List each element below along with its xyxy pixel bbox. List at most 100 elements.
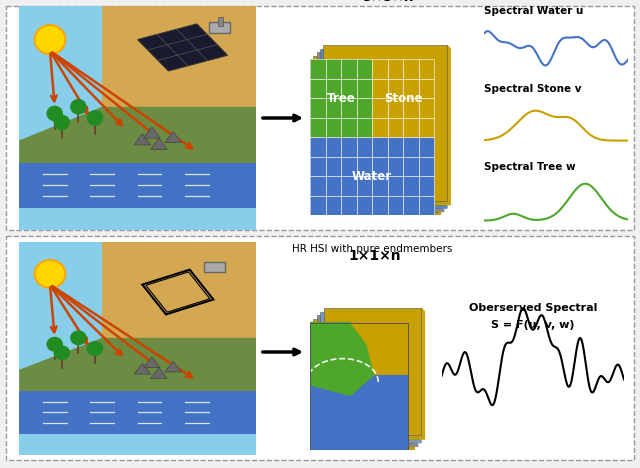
Polygon shape <box>421 308 424 439</box>
Polygon shape <box>320 205 447 208</box>
FancyBboxPatch shape <box>356 196 372 215</box>
Polygon shape <box>434 59 437 219</box>
FancyBboxPatch shape <box>372 156 387 176</box>
FancyBboxPatch shape <box>403 176 419 196</box>
Polygon shape <box>411 319 414 450</box>
Polygon shape <box>408 322 411 453</box>
Text: 8×8×n: 8×8×n <box>361 0 414 4</box>
FancyBboxPatch shape <box>341 79 356 98</box>
FancyBboxPatch shape <box>419 176 434 196</box>
FancyBboxPatch shape <box>387 79 403 98</box>
FancyBboxPatch shape <box>372 117 387 137</box>
Text: Spectral Water u: Spectral Water u <box>484 6 584 15</box>
FancyBboxPatch shape <box>419 196 434 215</box>
FancyBboxPatch shape <box>419 98 434 117</box>
Circle shape <box>35 25 65 54</box>
FancyBboxPatch shape <box>310 59 326 79</box>
Bar <box>209 22 230 33</box>
FancyBboxPatch shape <box>341 59 356 79</box>
Circle shape <box>47 337 63 351</box>
Polygon shape <box>317 208 444 212</box>
Polygon shape <box>165 361 181 372</box>
Polygon shape <box>447 45 451 205</box>
FancyBboxPatch shape <box>317 315 414 443</box>
FancyBboxPatch shape <box>356 176 372 196</box>
FancyBboxPatch shape <box>341 137 356 156</box>
FancyBboxPatch shape <box>387 98 403 117</box>
FancyBboxPatch shape <box>419 79 434 98</box>
Polygon shape <box>310 450 411 453</box>
FancyBboxPatch shape <box>356 137 372 156</box>
FancyBboxPatch shape <box>356 59 372 79</box>
Circle shape <box>86 110 103 126</box>
FancyBboxPatch shape <box>403 98 419 117</box>
FancyBboxPatch shape <box>372 137 387 156</box>
FancyBboxPatch shape <box>356 117 372 137</box>
Polygon shape <box>134 134 150 145</box>
FancyBboxPatch shape <box>403 156 419 176</box>
Polygon shape <box>19 107 256 208</box>
FancyBboxPatch shape <box>341 196 356 215</box>
FancyBboxPatch shape <box>320 49 444 205</box>
Polygon shape <box>102 6 256 107</box>
FancyBboxPatch shape <box>403 196 419 215</box>
FancyBboxPatch shape <box>326 79 341 98</box>
Text: Spectral Stone v: Spectral Stone v <box>484 84 582 94</box>
Polygon shape <box>143 127 160 138</box>
FancyBboxPatch shape <box>310 196 326 215</box>
Polygon shape <box>138 24 228 71</box>
Polygon shape <box>320 439 421 443</box>
Polygon shape <box>165 132 181 143</box>
Polygon shape <box>19 163 256 208</box>
FancyBboxPatch shape <box>387 196 403 215</box>
FancyBboxPatch shape <box>341 176 356 196</box>
FancyBboxPatch shape <box>310 79 326 98</box>
Polygon shape <box>19 338 256 434</box>
FancyBboxPatch shape <box>19 6 256 230</box>
Polygon shape <box>310 376 408 450</box>
FancyBboxPatch shape <box>326 98 341 117</box>
FancyBboxPatch shape <box>419 156 434 176</box>
FancyBboxPatch shape <box>320 312 418 439</box>
FancyBboxPatch shape <box>356 156 372 176</box>
Text: Tree: Tree <box>326 92 355 104</box>
FancyBboxPatch shape <box>372 59 387 79</box>
FancyBboxPatch shape <box>310 98 326 117</box>
Text: 1×1×n: 1×1×n <box>349 249 401 263</box>
FancyBboxPatch shape <box>313 56 437 212</box>
FancyBboxPatch shape <box>6 6 634 230</box>
Circle shape <box>70 99 86 115</box>
FancyBboxPatch shape <box>387 137 403 156</box>
Polygon shape <box>418 312 421 443</box>
FancyBboxPatch shape <box>326 156 341 176</box>
Polygon shape <box>324 435 424 439</box>
Circle shape <box>54 115 70 130</box>
Text: S = F(u, v, w): S = F(u, v, w) <box>491 320 575 330</box>
Bar <box>204 262 225 272</box>
FancyBboxPatch shape <box>387 117 403 137</box>
FancyBboxPatch shape <box>341 98 356 117</box>
FancyBboxPatch shape <box>387 176 403 196</box>
Polygon shape <box>19 391 256 434</box>
Circle shape <box>35 260 65 288</box>
FancyBboxPatch shape <box>387 59 403 79</box>
Text: Spectral Tree w: Spectral Tree w <box>484 162 576 172</box>
FancyBboxPatch shape <box>310 117 326 137</box>
FancyBboxPatch shape <box>310 59 434 215</box>
FancyBboxPatch shape <box>356 98 372 117</box>
Polygon shape <box>414 315 418 446</box>
Polygon shape <box>351 322 408 376</box>
FancyBboxPatch shape <box>317 52 440 208</box>
Polygon shape <box>310 322 375 397</box>
FancyBboxPatch shape <box>19 242 256 455</box>
FancyBboxPatch shape <box>341 156 356 176</box>
Polygon shape <box>444 49 447 208</box>
Polygon shape <box>150 138 167 149</box>
FancyBboxPatch shape <box>324 308 421 435</box>
FancyBboxPatch shape <box>341 117 356 137</box>
FancyBboxPatch shape <box>403 59 419 79</box>
FancyBboxPatch shape <box>419 117 434 137</box>
Polygon shape <box>102 242 256 338</box>
FancyBboxPatch shape <box>403 117 419 137</box>
Polygon shape <box>323 201 451 205</box>
